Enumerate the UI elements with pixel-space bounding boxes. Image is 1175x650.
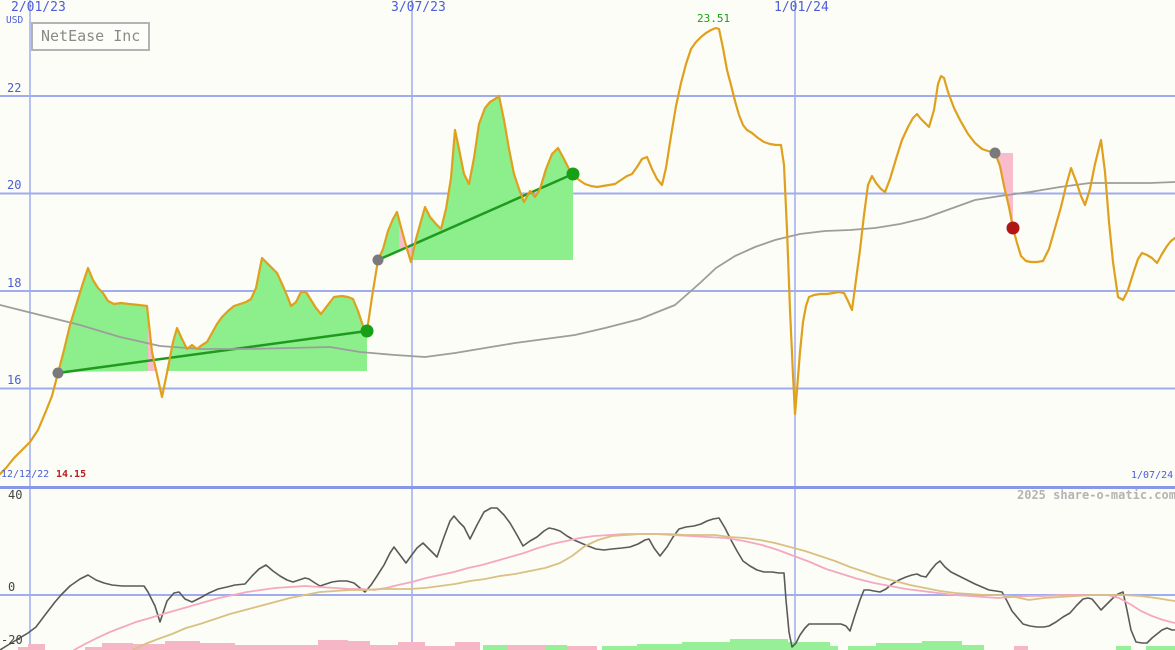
signal-line-tan	[132, 533, 1175, 650]
volume-bar	[545, 645, 567, 650]
volume-bar	[483, 645, 508, 650]
trade1-profit-right	[166, 258, 367, 371]
volume-bar	[602, 646, 637, 650]
x-axis-date-mar: 3/07/23	[391, 0, 446, 15]
entry-dot-1	[52, 367, 64, 379]
entry-dot-2	[372, 254, 384, 266]
exit-dot-3	[1006, 221, 1020, 235]
entry-dot-3	[989, 147, 1001, 159]
x-axis-date-right: 1/07/24	[1131, 470, 1174, 481]
volume-bar	[730, 639, 788, 650]
trade2-profit-left	[378, 212, 399, 260]
volume-bar	[1116, 646, 1131, 650]
price-line	[0, 26, 1175, 476]
trade3-loss	[995, 153, 1013, 228]
volume-bar	[348, 641, 370, 650]
osc-tick-m20: -20	[1, 633, 23, 647]
volume-bar	[682, 642, 730, 650]
osc-tick-0: 0	[8, 580, 16, 594]
volume-bar	[1014, 646, 1028, 650]
volume-bar	[455, 642, 480, 650]
volume-bar	[280, 645, 318, 650]
volume-bar	[200, 643, 235, 650]
y-tick-16: 16	[7, 373, 22, 387]
low-date-label: 12/12/22	[1, 469, 50, 480]
x-axis-date-jan: 1/01/24	[774, 0, 829, 15]
currency-label: USD	[6, 15, 24, 26]
volume-bar	[165, 641, 200, 650]
peak-value-label: 23.51	[697, 12, 731, 25]
trade1-loss-sliver	[148, 307, 157, 371]
volume-bar	[637, 644, 682, 650]
volume-bar	[18, 647, 28, 650]
trendline-1	[56, 329, 369, 375]
y-tick-18: 18	[7, 276, 22, 290]
y-tick-20: 20	[7, 178, 22, 192]
volume-bar	[876, 643, 922, 650]
volume-bar	[830, 646, 838, 650]
volume-bar	[370, 645, 398, 650]
volume-bar	[398, 642, 425, 650]
signal-line-pink	[73, 533, 1175, 650]
trade2-profit-right	[412, 96, 573, 260]
instrument-title: NetEase Inc	[31, 22, 151, 51]
watermark: 2025 share-o-matic.com	[1017, 488, 1175, 502]
volume-bar	[85, 647, 102, 650]
moving-average	[0, 181, 1175, 358]
exit-dot-2	[566, 167, 580, 181]
volume-bar	[788, 642, 830, 650]
volume-bar	[235, 645, 280, 650]
volume-bar	[318, 640, 348, 650]
oscillator-line	[0, 507, 1175, 650]
x-axis-date-feb: 2/01/23	[11, 0, 66, 15]
volume-bar	[962, 645, 984, 650]
exit-dot-1	[360, 324, 374, 338]
volume-bar	[922, 641, 962, 650]
volume-bar	[28, 644, 45, 650]
low-value-label: 14.15	[56, 469, 87, 480]
volume-bar	[133, 644, 165, 650]
volume-bar	[848, 646, 876, 650]
volume-bar	[425, 646, 455, 650]
osc-tick-40: 40	[8, 488, 23, 502]
volume-bar	[508, 645, 545, 650]
y-tick-22: 22	[7, 81, 22, 95]
volume-bar	[1146, 646, 1175, 650]
volume-bar	[102, 643, 133, 650]
volume-bar	[567, 646, 597, 650]
